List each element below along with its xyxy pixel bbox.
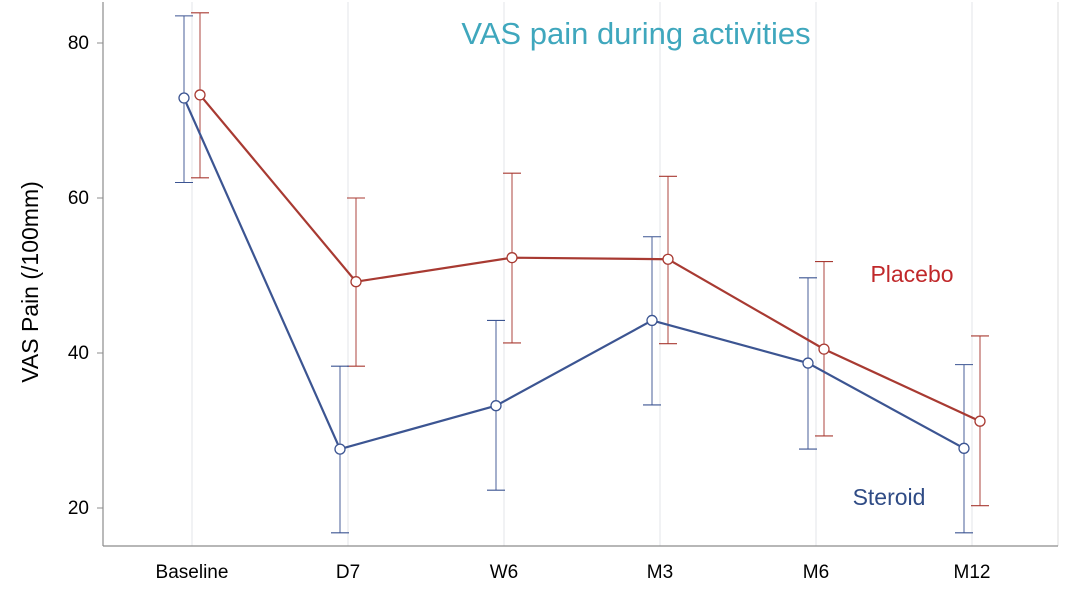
y-tick-label-40: 40 xyxy=(68,343,89,364)
data-point-steroid-m3 xyxy=(646,314,658,327)
point-layer xyxy=(178,89,986,455)
chart-title: VAS pain during activities xyxy=(461,16,810,51)
data-point-steroid-d7 xyxy=(334,443,346,455)
x-tick-label-m3: M3 xyxy=(647,562,673,583)
data-point-placebo-m12 xyxy=(974,415,986,427)
data-point-placebo-d7 xyxy=(350,276,362,288)
x-tick-label-baseline: Baseline xyxy=(156,562,229,583)
x-tick-label-m12: M12 xyxy=(954,562,991,583)
y-tick-label-20: 20 xyxy=(68,498,89,519)
series-line-steroid xyxy=(182,97,965,451)
line-layer xyxy=(182,94,981,451)
data-point-placebo-m3 xyxy=(662,253,674,265)
data-point-placebo-m6 xyxy=(818,343,830,355)
series-label-placebo: Placebo xyxy=(870,261,953,287)
data-point-steroid-m12 xyxy=(958,442,970,454)
data-point-steroid-w6 xyxy=(490,400,502,412)
x-tick-label-m6: M6 xyxy=(803,562,829,583)
data-point-steroid-m6 xyxy=(802,357,814,369)
series-label-steroid: Steroid xyxy=(853,484,926,510)
y-tick-label-60: 60 xyxy=(68,188,89,209)
axis-layer: 20 40 60 80 Baseline D7 W6 M3 M6 M12 xyxy=(68,2,1058,583)
x-tick-label-d7: D7 xyxy=(336,562,360,583)
y-tick-label-80: 80 xyxy=(68,33,89,54)
data-point-steroid-baseline xyxy=(178,92,190,104)
grid-layer xyxy=(191,2,1059,546)
x-tick-label-w6: W6 xyxy=(490,562,519,583)
data-point-placebo-w6 xyxy=(506,252,518,264)
series-line-placebo xyxy=(199,94,981,423)
errorbar-layer xyxy=(175,12,989,534)
data-point-placebo-baseline xyxy=(194,89,206,101)
y-axis-title: VAS Pain (/100mm) xyxy=(17,181,43,383)
